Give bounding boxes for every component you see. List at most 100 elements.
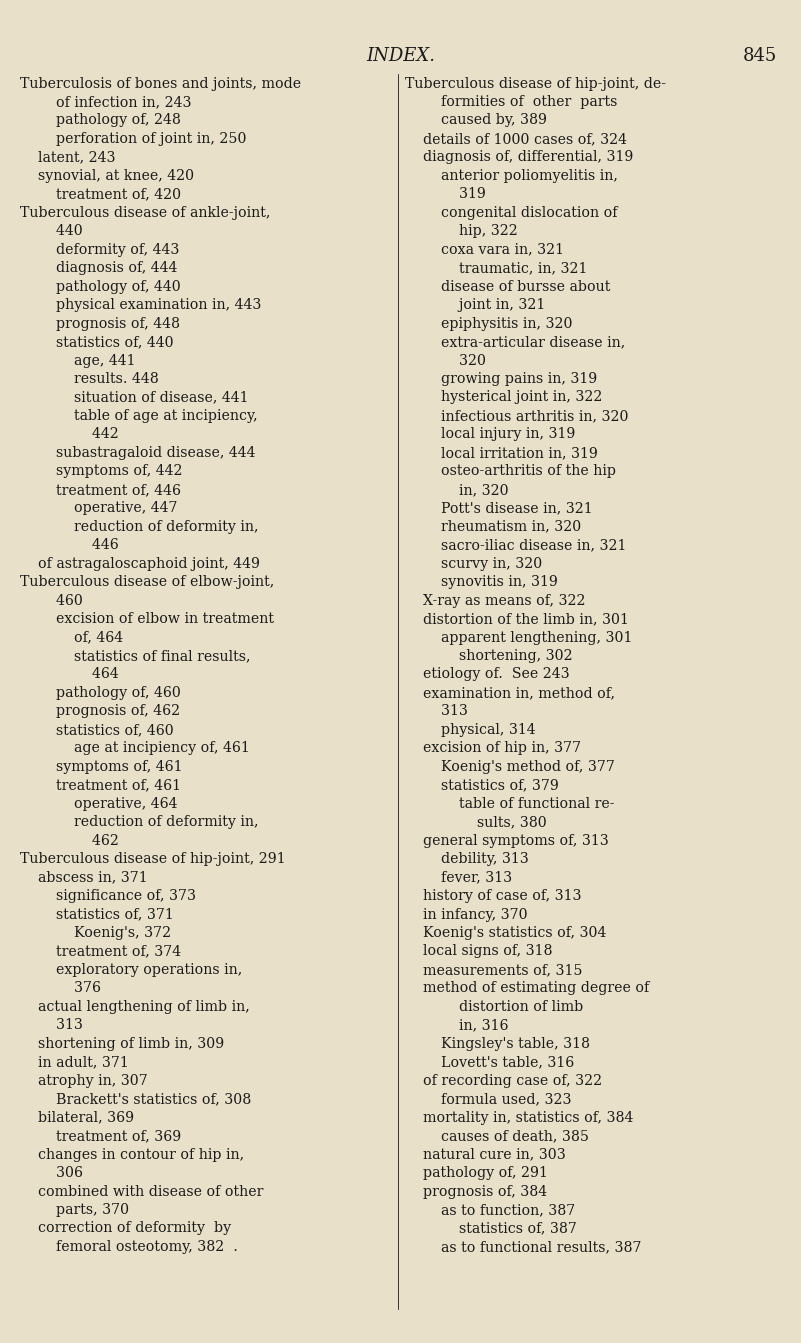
Text: general symptoms of, 313: general symptoms of, 313 (405, 834, 608, 847)
Text: statistics of final results,: statistics of final results, (20, 649, 251, 663)
Text: INDEX.: INDEX. (366, 47, 435, 64)
Text: 376: 376 (20, 982, 101, 995)
Text: hip, 322: hip, 322 (405, 224, 517, 238)
Text: mortality in, statistics of, 384: mortality in, statistics of, 384 (405, 1111, 633, 1124)
Text: pathology of, 460: pathology of, 460 (20, 686, 181, 700)
Text: causes of death, 385: causes of death, 385 (405, 1129, 589, 1143)
Text: traumatic, in, 321: traumatic, in, 321 (405, 261, 587, 275)
Text: deformity of, 443: deformity of, 443 (20, 243, 179, 257)
Text: Tuberculous disease of elbow-joint,: Tuberculous disease of elbow-joint, (20, 575, 274, 590)
Text: statistics of, 460: statistics of, 460 (20, 723, 174, 737)
Text: congenital dislocation of: congenital dislocation of (405, 205, 617, 220)
Text: treatment of, 446: treatment of, 446 (20, 483, 181, 497)
Text: 440: 440 (20, 224, 83, 238)
Text: pathology of, 440: pathology of, 440 (20, 279, 181, 294)
Text: method of estimating degree of: method of estimating degree of (405, 982, 649, 995)
Text: rheumatism in, 320: rheumatism in, 320 (405, 520, 581, 533)
Text: perforation of joint in, 250: perforation of joint in, 250 (20, 132, 247, 146)
Text: femoral osteotomy, 382  .: femoral osteotomy, 382 . (20, 1240, 238, 1254)
Text: formula used, 323: formula used, 323 (405, 1092, 571, 1107)
Text: Kingsley's table, 318: Kingsley's table, 318 (405, 1037, 590, 1050)
Text: pathology of, 291: pathology of, 291 (405, 1166, 547, 1180)
Text: statistics of, 387: statistics of, 387 (405, 1222, 577, 1236)
Text: treatment of, 420: treatment of, 420 (20, 188, 181, 201)
Text: growing pains in, 319: growing pains in, 319 (405, 372, 597, 385)
Text: synovitis in, 319: synovitis in, 319 (405, 575, 557, 590)
Text: of, 464: of, 464 (20, 631, 123, 645)
Text: Tuberculous disease of ankle-joint,: Tuberculous disease of ankle-joint, (20, 205, 271, 220)
Text: as to function, 387: as to function, 387 (405, 1203, 575, 1217)
Text: shortening, 302: shortening, 302 (405, 649, 572, 663)
Text: symptoms of, 442: symptoms of, 442 (20, 465, 183, 478)
Text: examination in, method of,: examination in, method of, (405, 686, 614, 700)
Text: formities of  other  parts: formities of other parts (405, 95, 617, 109)
Text: 313: 313 (20, 1018, 83, 1033)
Text: distortion of the limb in, 301: distortion of the limb in, 301 (405, 612, 628, 626)
Text: abscess in, 371: abscess in, 371 (20, 870, 147, 885)
Text: diagnosis of, 444: diagnosis of, 444 (20, 261, 177, 275)
Text: significance of, 373: significance of, 373 (20, 889, 196, 902)
Text: Tuberculous disease of hip-joint, 291: Tuberculous disease of hip-joint, 291 (20, 853, 286, 866)
Text: in, 320: in, 320 (405, 483, 508, 497)
Text: epiphysitis in, 320: epiphysitis in, 320 (405, 317, 572, 330)
Text: table of age at incipiency,: table of age at incipiency, (20, 408, 258, 423)
Text: Tuberculous disease of hip-joint, de-: Tuberculous disease of hip-joint, de- (405, 77, 666, 90)
Text: prognosis of, 448: prognosis of, 448 (20, 317, 180, 330)
Text: table of functional re-: table of functional re- (405, 796, 614, 811)
Text: details of 1000 cases of, 324: details of 1000 cases of, 324 (405, 132, 626, 146)
Text: of astragaloscaphoid joint, 449: of astragaloscaphoid joint, 449 (20, 557, 260, 571)
Text: symptoms of, 461: symptoms of, 461 (20, 760, 183, 774)
Text: statistics of, 371: statistics of, 371 (20, 908, 174, 921)
Text: operative, 464: operative, 464 (20, 796, 178, 811)
Text: in adult, 371: in adult, 371 (20, 1056, 129, 1069)
Text: hysterical joint in, 322: hysterical joint in, 322 (405, 391, 602, 404)
Text: treatment of, 374: treatment of, 374 (20, 944, 181, 959)
Text: situation of disease, 441: situation of disease, 441 (20, 391, 248, 404)
Text: debility, 313: debility, 313 (405, 853, 528, 866)
Text: 320: 320 (405, 353, 485, 368)
Text: etiology of.  See 243: etiology of. See 243 (405, 667, 570, 681)
Text: local injury in, 319: local injury in, 319 (405, 427, 575, 442)
Text: synovial, at knee, 420: synovial, at knee, 420 (20, 169, 194, 183)
Text: 462: 462 (20, 834, 119, 847)
Text: treatment of, 369: treatment of, 369 (20, 1129, 181, 1143)
Text: exploratory operations in,: exploratory operations in, (20, 963, 242, 976)
Text: statistics of, 379: statistics of, 379 (405, 779, 558, 792)
Text: latent, 243: latent, 243 (20, 150, 115, 164)
Text: reduction of deformity in,: reduction of deformity in, (20, 520, 259, 533)
Text: local irritation in, 319: local irritation in, 319 (405, 446, 598, 459)
Text: actual lengthening of limb in,: actual lengthening of limb in, (20, 999, 250, 1014)
Text: of recording case of, 322: of recording case of, 322 (405, 1074, 602, 1088)
Text: subastragaloid disease, 444: subastragaloid disease, 444 (20, 446, 256, 459)
Text: excision of elbow in treatment: excision of elbow in treatment (20, 612, 274, 626)
Text: correction of deformity  by: correction of deformity by (20, 1222, 231, 1236)
Text: sacro-iliac disease in, 321: sacro-iliac disease in, 321 (405, 539, 626, 552)
Text: 845: 845 (743, 47, 777, 64)
Text: Koenig's method of, 377: Koenig's method of, 377 (405, 760, 614, 774)
Text: local signs of, 318: local signs of, 318 (405, 944, 552, 959)
Text: of infection in, 243: of infection in, 243 (20, 95, 191, 109)
Text: in infancy, 370: in infancy, 370 (405, 908, 527, 921)
Text: extra-articular disease in,: extra-articular disease in, (405, 336, 625, 349)
Text: prognosis of, 462: prognosis of, 462 (20, 705, 180, 719)
Text: infectious arthritis in, 320: infectious arthritis in, 320 (405, 408, 628, 423)
Text: anterior poliomyelitis in,: anterior poliomyelitis in, (405, 169, 618, 183)
Text: Lovett's table, 316: Lovett's table, 316 (405, 1056, 574, 1069)
Text: history of case of, 313: history of case of, 313 (405, 889, 581, 902)
Text: 460: 460 (20, 594, 83, 607)
Text: caused by, 389: caused by, 389 (405, 114, 546, 128)
Text: parts, 370: parts, 370 (20, 1203, 129, 1217)
Text: operative, 447: operative, 447 (20, 501, 178, 516)
Text: measurements of, 315: measurements of, 315 (405, 963, 582, 976)
Text: reduction of deformity in,: reduction of deformity in, (20, 815, 259, 829)
Text: excision of hip in, 377: excision of hip in, 377 (405, 741, 581, 755)
Text: 442: 442 (20, 427, 119, 442)
Text: 313: 313 (405, 705, 467, 719)
Text: results. 448: results. 448 (20, 372, 159, 385)
Text: disease of bursse about: disease of bursse about (405, 279, 610, 294)
Text: sults, 380: sults, 380 (405, 815, 546, 829)
Text: X-ray as means of, 322: X-ray as means of, 322 (405, 594, 585, 607)
Text: pathology of, 248: pathology of, 248 (20, 114, 181, 128)
Text: statistics of, 440: statistics of, 440 (20, 336, 174, 349)
Text: physical examination in, 443: physical examination in, 443 (20, 298, 261, 312)
